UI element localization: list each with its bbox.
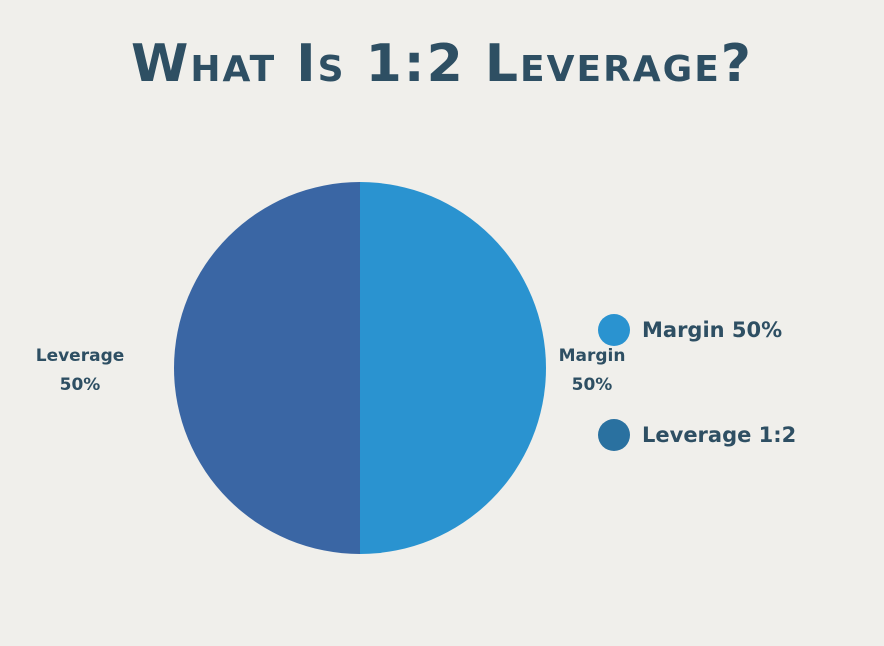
pie-slices [174, 182, 546, 554]
pie-slice-leverage [174, 182, 360, 554]
pie-slice-margin [360, 182, 546, 554]
legend-swatch-1 [598, 419, 630, 451]
slice-label-margin-name: Margin [559, 346, 626, 366]
legend-label-1: Leverage 1:2 [642, 423, 796, 447]
legend: Margin 50% Leverage 1:2 [598, 314, 796, 451]
chart-title: What Is 1:2 Leverage? [131, 34, 753, 94]
slice-label-leverage-name: Leverage [36, 346, 125, 366]
pie-slice-labels: Margin 50% Leverage 50% [36, 346, 626, 395]
slice-label-leverage-value: 50% [60, 375, 101, 395]
legend-swatch-0 [598, 314, 630, 346]
slice-label-margin-value: 50% [572, 375, 613, 395]
legend-label-0: Margin 50% [642, 318, 782, 342]
